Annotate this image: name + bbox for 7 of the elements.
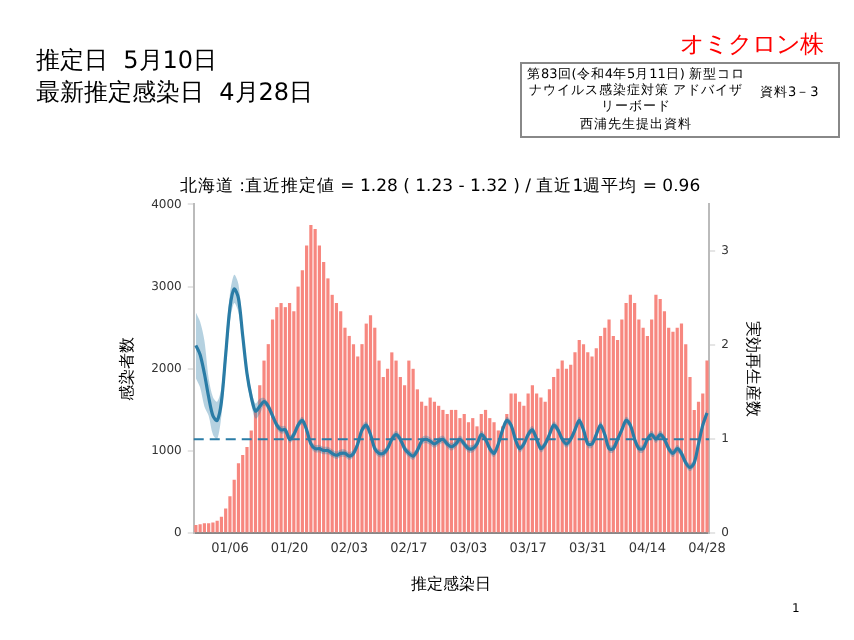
y2-axis-title: 実効再生産数 bbox=[744, 320, 763, 417]
y-axis-title: 感染者数 bbox=[117, 336, 136, 401]
chart-title: 北海道 :直近推定値 = 1.28 ( 1.23 - 1.32 ) / 直近1週平均 = 0.96 bbox=[179, 174, 701, 197]
text: 推定日 5月10日 bbox=[36, 44, 218, 78]
text: オミクロン株 bbox=[680, 28, 824, 62]
x-axis-title: 推定感染日 bbox=[411, 574, 492, 593]
text: 最新推定感染日 4月28日 bbox=[36, 76, 314, 110]
